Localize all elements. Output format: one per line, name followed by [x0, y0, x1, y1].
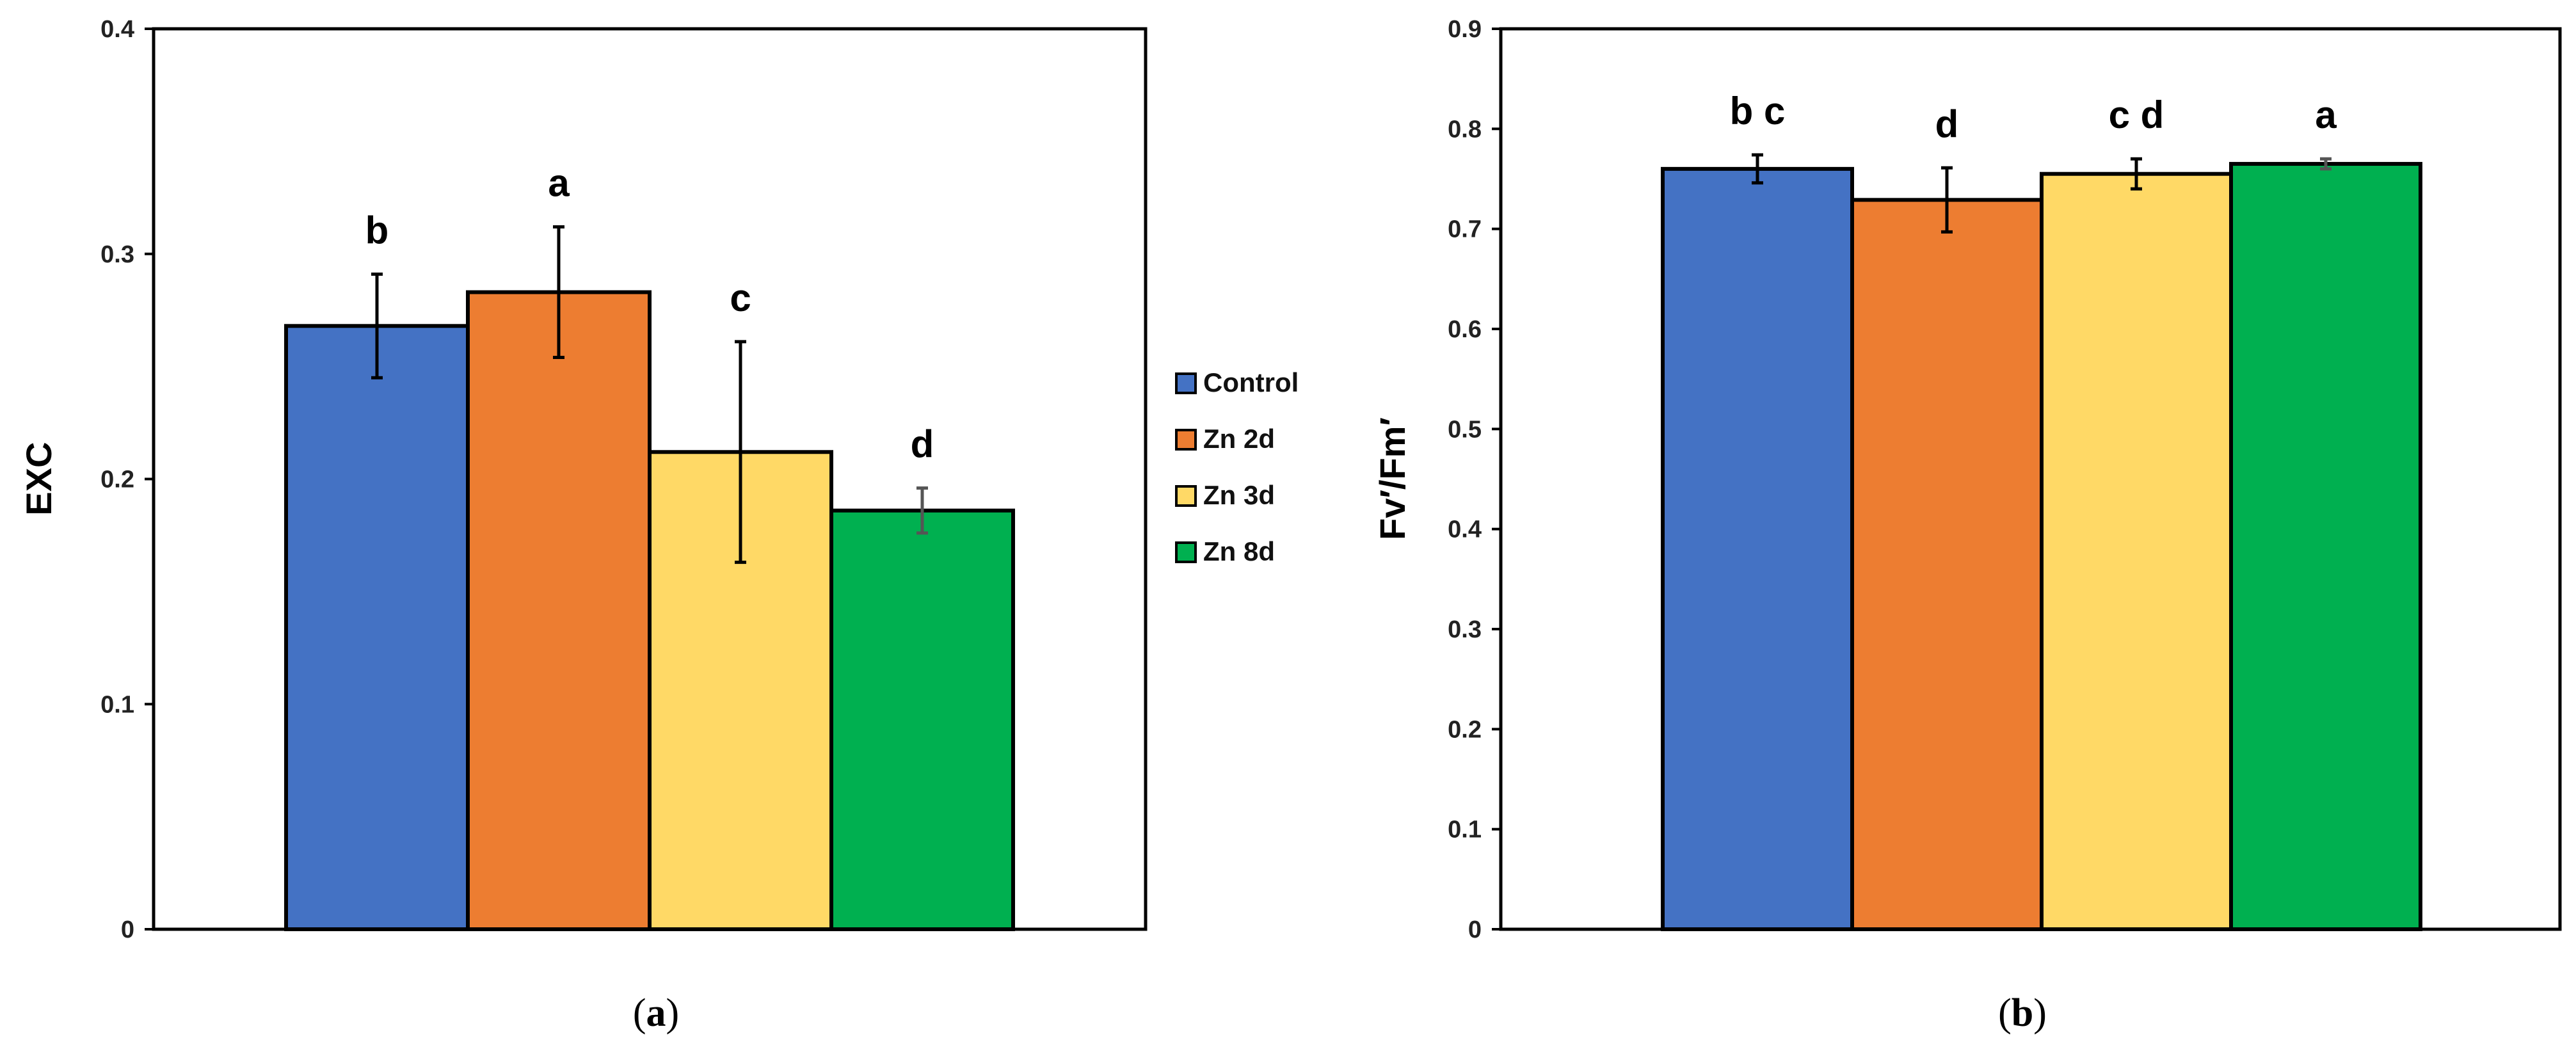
panel-b-y-tick-label: 0.4 [1448, 516, 1482, 543]
panel-b-y-tick-label: 0.1 [1448, 817, 1482, 843]
panel-a-significance-label: b [365, 209, 389, 252]
panel-b-y-tick-label: 0 [1468, 916, 1482, 943]
legend-label: Control [1203, 367, 1299, 397]
legend-label: Zn 2d [1203, 424, 1275, 454]
panel-b-y-tick-label: 0.2 [1448, 716, 1482, 743]
panel-b-y-tick-label: 0.3 [1448, 616, 1482, 643]
panel-b-significance-label: d [1935, 102, 1959, 145]
panel-a-bars: b a c d [284, 162, 1015, 931]
panel-b-y-tick-label: 0.7 [1448, 216, 1482, 243]
panel-a-bar-zn-2d [466, 290, 652, 931]
panel-b-bar-zn-3d [2040, 172, 2233, 931]
panel-a-significance-label: a [548, 162, 570, 205]
panel-b-y-tick-label: 0.5 [1448, 416, 1482, 443]
panel-a-y-tick-label: 0 [121, 916, 134, 943]
panel-b-y-tick-label: 0.8 [1448, 116, 1482, 143]
panel-a-significance-label: c [730, 276, 751, 319]
panel-a-bar-zn-8d [829, 508, 1015, 931]
panel-b-bar-control [1661, 166, 1854, 931]
panel-b-caption: (b) [1998, 991, 2047, 1035]
panel-b-y-axis-label: Fv′/Fm′ [1372, 417, 1412, 540]
panel-b-significance-label: c d [2109, 93, 2164, 136]
panel-a-y-ticks: 0 0.1 0.2 0.3 0.4 [100, 16, 154, 943]
panel-b-caption-open: ( [1998, 991, 2012, 1035]
panel-b-caption-close: ) [2033, 991, 2047, 1035]
panel-b-caption-letter: b [2012, 991, 2033, 1035]
panel-b-y-tick-label: 0.9 [1448, 16, 1482, 43]
panel-a-y-tick-label: 0.2 [100, 467, 134, 493]
panel-a-caption-close: ) [666, 991, 680, 1035]
panel-b-bar-zn-2d [1850, 198, 2044, 932]
legend: Control Zn 2d Zn 3d Zn 8d [1175, 367, 1299, 566]
panel-b-bar-zn-8d [2229, 162, 2422, 931]
legend-label: Zn 8d [1203, 536, 1275, 566]
panel-b-significance-label: b c [1730, 90, 1786, 132]
panel-a-caption: (a) [633, 991, 679, 1035]
legend-swatch [1175, 541, 1197, 563]
panel-b-chart: Fv′/Fm′ 0 0.1 0.2 0.3 0.4 0.5 0.6 0.7 0.8 0.9 b c… [1372, 16, 2562, 1035]
panel-a-y-tick-label: 0.3 [100, 241, 134, 268]
legend-swatch [1175, 429, 1197, 451]
panel-a-y-axis-label: EXC [19, 442, 59, 515]
legend-label: Zn 3d [1203, 480, 1275, 510]
panel-a-y-tick-label: 0.4 [100, 16, 134, 43]
panel-a-significance-label: d [911, 423, 934, 466]
legend-swatch [1175, 485, 1197, 507]
panel-b-y-tick-label: 0.6 [1448, 316, 1482, 343]
panel-a-y-tick-label: 0.1 [100, 691, 134, 718]
panel-a-caption-open: ( [633, 991, 646, 1035]
legend-swatch [1175, 372, 1197, 394]
panel-a-caption-letter: a [646, 991, 666, 1035]
panel-a-bar-control [284, 324, 470, 931]
panel-b-significance-label: a [2315, 93, 2337, 136]
panel-b-y-ticks: 0 0.1 0.2 0.3 0.4 0.5 0.6 0.7 0.8 0.9 [1448, 16, 1501, 943]
